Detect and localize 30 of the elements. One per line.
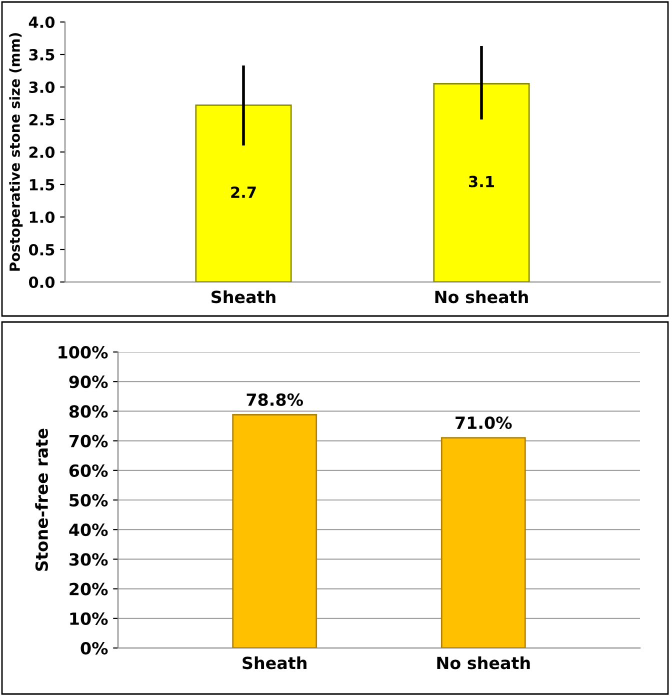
- y-tick-label: 0%: [80, 642, 108, 655]
- y-axis-title: Stone-free rate: [35, 428, 48, 571]
- x-tick-label: No sheath: [437, 656, 530, 670]
- y-tick-label: 70%: [70, 434, 108, 448]
- y-tick-label: 40%: [69, 524, 108, 536]
- data-label: 71.0%: [456, 416, 512, 430]
- data-label: 3.1: [468, 176, 494, 188]
- data-label: 2.7: [231, 186, 256, 198]
- x-tick-label: Sheath: [242, 656, 306, 670]
- y-tick-label: 0.0: [28, 276, 55, 288]
- y-tick-label: 20%: [70, 582, 108, 596]
- y-tick-label: 100%: [58, 346, 108, 359]
- y-tick-label: 90%: [69, 376, 108, 388]
- y-tick-label: 10%: [70, 612, 108, 625]
- y-tick-label: 30%: [70, 553, 108, 566]
- y-tick-label: 4.0: [28, 16, 55, 28]
- y-tick-label: 1.0: [30, 211, 55, 224]
- y-tick-label: 60%: [69, 464, 108, 477]
- y-tick-label: 3.0: [29, 81, 55, 94]
- y-tick-label: 2.0: [29, 146, 55, 158]
- y-axis-title: Postoperative stone size (mm): [9, 33, 23, 271]
- y-tick-label: 80%: [69, 405, 108, 418]
- x-tick-label: Sheath: [212, 290, 276, 304]
- y-tick-label: 2.5: [29, 114, 54, 126]
- y-tick-label: 3.5: [29, 48, 54, 61]
- x-tick-label: No sheath: [435, 290, 528, 304]
- y-tick-label: 0.5: [28, 244, 54, 256]
- data-label: 78.8%: [246, 393, 303, 406]
- y-tick-label: 1.5: [30, 179, 54, 191]
- y-tick-label: 50%: [70, 494, 108, 507]
